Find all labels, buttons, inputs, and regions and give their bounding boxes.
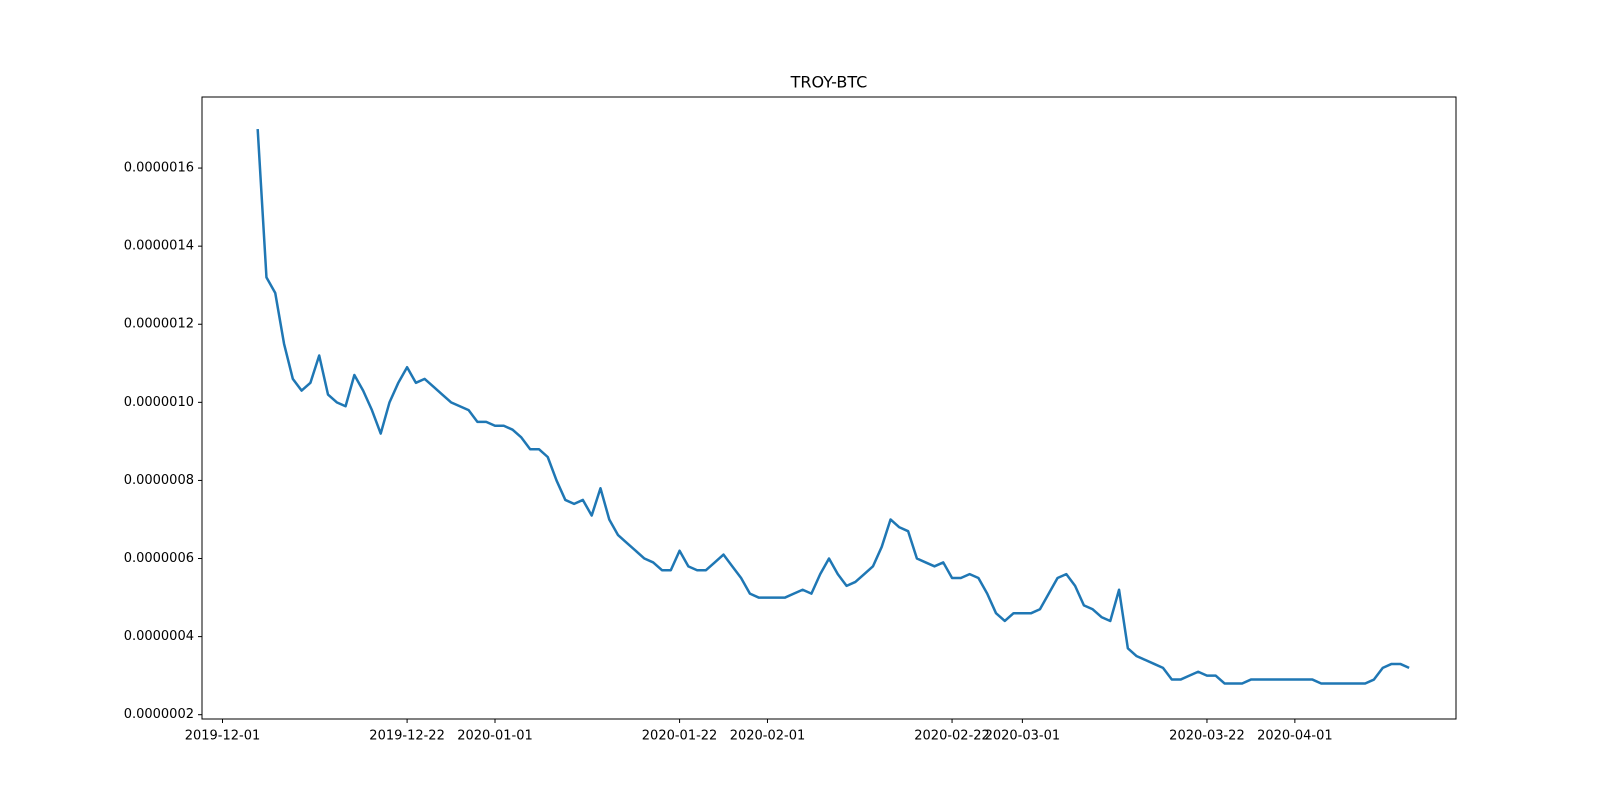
x-tick-label: 2020-03-01: [985, 729, 1061, 744]
x-tick-label: 2019-12-01: [185, 729, 261, 744]
y-tick-label: 0.0000002: [124, 707, 194, 722]
x-tick-label: 2020-01-01: [457, 729, 533, 744]
x-tick-label: 2020-01-22: [642, 729, 718, 744]
x-tick-label: 2020-02-01: [730, 729, 806, 744]
y-tick-label: 0.0000012: [124, 317, 194, 332]
y-tick-label: 0.0000016: [124, 161, 194, 176]
y-tick-label: 0.0000008: [124, 473, 194, 488]
x-tick-label: 2020-03-22: [1169, 729, 1245, 744]
x-tick-label: 2020-04-01: [1257, 729, 1333, 744]
price-line: [256, 128, 1410, 685]
y-tick-label: 0.0000014: [124, 239, 194, 254]
plot-frame: [201, 96, 1457, 720]
y-tick-label: 0.0000010: [124, 395, 194, 410]
x-tick-label: 2019-12-22: [369, 729, 445, 744]
x-tick-label: 2020-02-22: [914, 729, 990, 744]
y-tick-label: 0.0000006: [124, 551, 194, 566]
y-tick-label: 0.0000004: [124, 629, 194, 644]
chart-title: TROY-BTC: [790, 73, 868, 92]
